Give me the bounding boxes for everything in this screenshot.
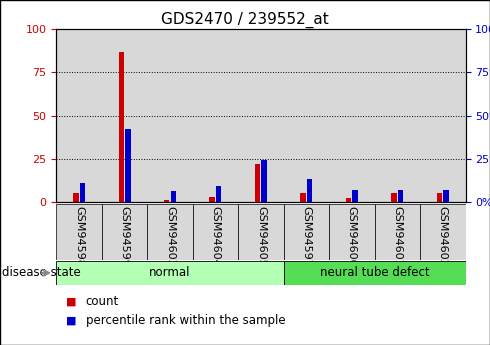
Bar bbox=[329, 29, 374, 202]
Text: GSM94599: GSM94599 bbox=[120, 206, 129, 267]
Bar bbox=[398, 190, 403, 202]
FancyBboxPatch shape bbox=[284, 204, 329, 260]
Bar bbox=[392, 193, 397, 202]
Text: neural tube defect: neural tube defect bbox=[320, 266, 429, 279]
Bar bbox=[193, 29, 238, 202]
Bar bbox=[255, 164, 260, 202]
Bar bbox=[102, 29, 147, 202]
Bar bbox=[346, 198, 351, 202]
Bar bbox=[147, 29, 193, 202]
FancyBboxPatch shape bbox=[193, 204, 238, 260]
Bar bbox=[119, 52, 124, 202]
Bar bbox=[238, 29, 284, 202]
FancyBboxPatch shape bbox=[329, 204, 374, 260]
Bar bbox=[171, 191, 176, 202]
Bar bbox=[300, 193, 306, 202]
Bar bbox=[73, 193, 78, 202]
Text: GSM94603: GSM94603 bbox=[165, 206, 175, 266]
Bar bbox=[437, 193, 442, 202]
Bar bbox=[56, 29, 102, 202]
FancyBboxPatch shape bbox=[56, 261, 284, 285]
Bar bbox=[216, 186, 221, 202]
Text: GSM94602: GSM94602 bbox=[438, 206, 448, 267]
Bar bbox=[102, 29, 147, 202]
Text: ■: ■ bbox=[66, 297, 76, 307]
Bar bbox=[300, 193, 306, 202]
Text: GSM94597: GSM94597 bbox=[301, 206, 311, 267]
Bar bbox=[216, 186, 221, 202]
Text: GSM94600: GSM94600 bbox=[347, 206, 357, 266]
Text: percentile rank within the sample: percentile rank within the sample bbox=[86, 314, 285, 327]
Text: ■: ■ bbox=[66, 316, 76, 326]
Bar bbox=[125, 129, 130, 202]
FancyBboxPatch shape bbox=[374, 204, 420, 260]
Bar bbox=[80, 183, 85, 202]
Text: disease state: disease state bbox=[2, 266, 81, 279]
Bar bbox=[443, 190, 449, 202]
Bar bbox=[392, 193, 397, 202]
Bar bbox=[209, 197, 215, 202]
Bar bbox=[80, 183, 85, 202]
Bar bbox=[56, 29, 102, 202]
Bar bbox=[346, 198, 351, 202]
Bar bbox=[443, 190, 449, 202]
Bar bbox=[352, 190, 358, 202]
Bar bbox=[420, 29, 466, 202]
Bar bbox=[193, 29, 238, 202]
Bar bbox=[374, 29, 420, 202]
Text: normal: normal bbox=[149, 266, 191, 279]
Bar bbox=[307, 179, 313, 202]
Bar bbox=[262, 160, 267, 202]
Bar bbox=[352, 190, 358, 202]
Bar bbox=[420, 29, 466, 202]
Bar bbox=[262, 160, 267, 202]
Bar bbox=[374, 29, 420, 202]
FancyBboxPatch shape bbox=[102, 204, 147, 260]
Bar bbox=[147, 29, 193, 202]
Bar bbox=[307, 179, 313, 202]
Bar bbox=[398, 190, 403, 202]
FancyBboxPatch shape bbox=[284, 261, 466, 285]
FancyBboxPatch shape bbox=[238, 204, 284, 260]
Bar bbox=[119, 52, 124, 202]
Bar bbox=[164, 200, 170, 202]
FancyBboxPatch shape bbox=[147, 204, 193, 260]
Bar bbox=[255, 164, 260, 202]
Text: GSM94605: GSM94605 bbox=[256, 206, 266, 266]
Text: GSM94601: GSM94601 bbox=[392, 206, 402, 266]
Bar bbox=[164, 200, 170, 202]
FancyBboxPatch shape bbox=[56, 204, 102, 260]
Bar bbox=[209, 197, 215, 202]
Bar bbox=[284, 29, 329, 202]
Bar bbox=[329, 29, 374, 202]
FancyBboxPatch shape bbox=[420, 204, 466, 260]
Bar bbox=[125, 129, 130, 202]
Bar bbox=[73, 193, 78, 202]
Bar bbox=[238, 29, 284, 202]
Text: GSM94604: GSM94604 bbox=[211, 206, 220, 267]
Text: count: count bbox=[86, 295, 119, 308]
Text: GDS2470 / 239552_at: GDS2470 / 239552_at bbox=[161, 12, 329, 28]
Text: GSM94598: GSM94598 bbox=[74, 206, 84, 267]
Bar bbox=[437, 193, 442, 202]
Bar bbox=[284, 29, 329, 202]
Bar bbox=[171, 191, 176, 202]
